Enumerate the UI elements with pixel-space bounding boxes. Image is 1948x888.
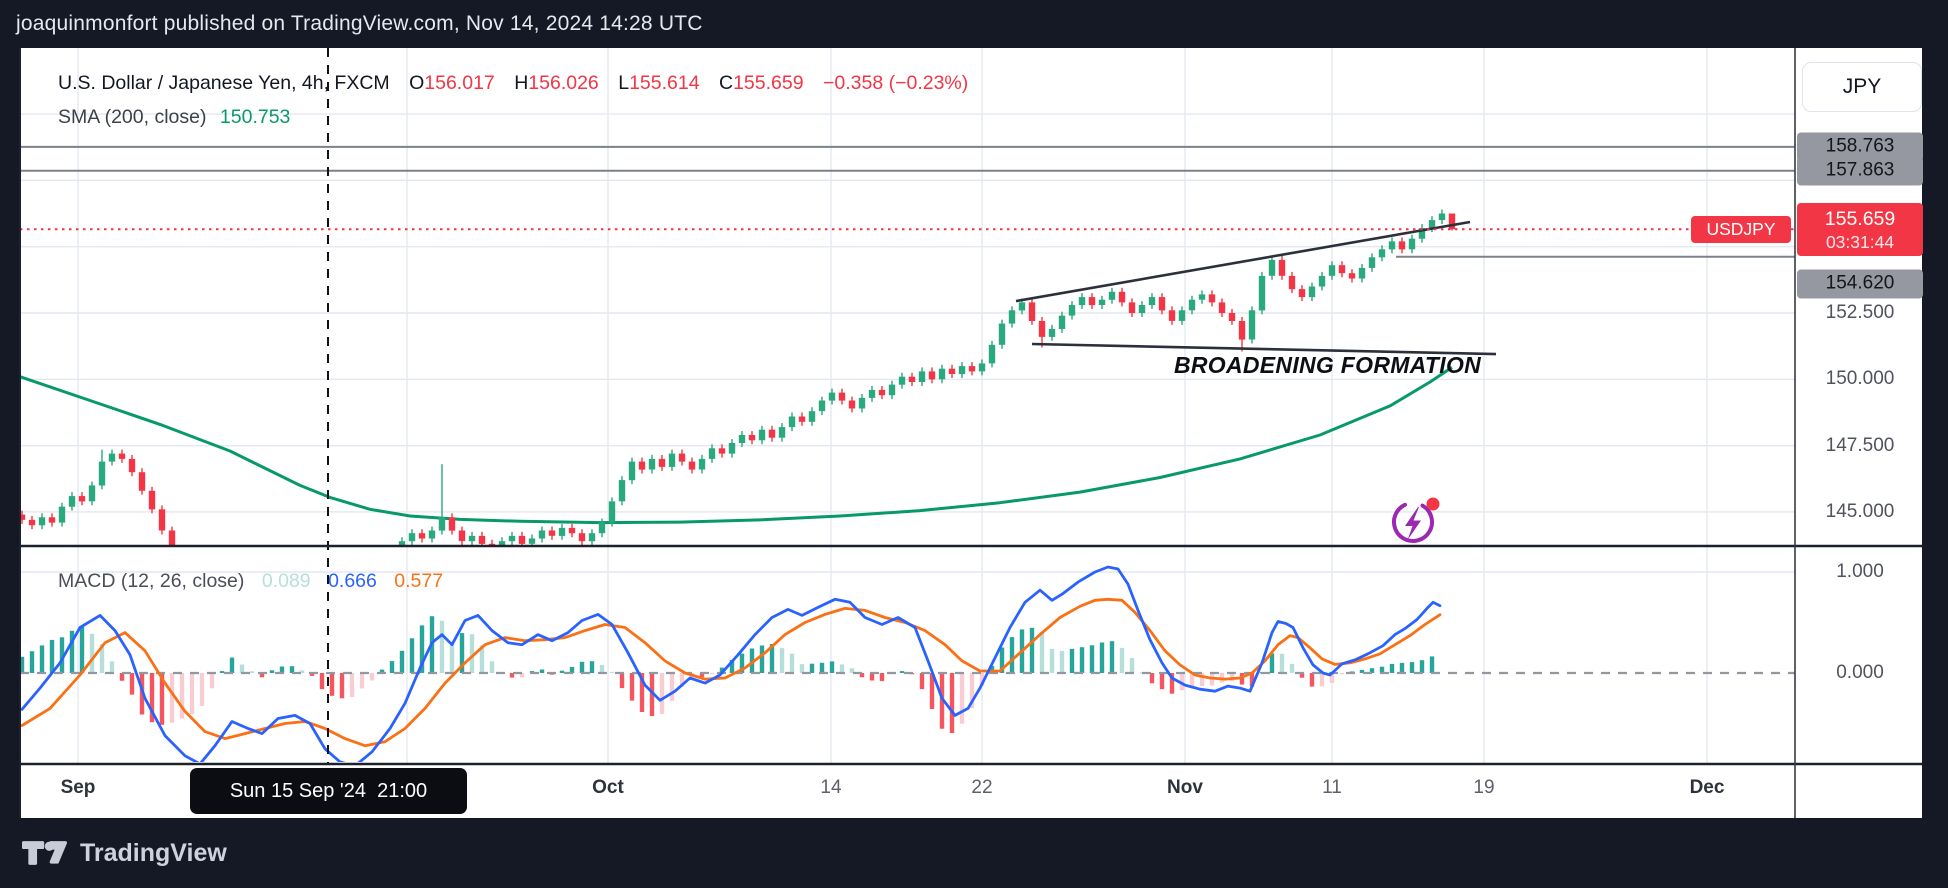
open-value: 156.017 [424, 72, 495, 94]
change-value: −0.358 (−0.23%) [823, 72, 969, 94]
crosshair-time-tooltip: Sun 15 Sep '24 21:00 [190, 768, 467, 814]
brand-name[interactable]: TradingView [80, 838, 227, 867]
last-price-symbol-flag[interactable]: USDJPY [1691, 216, 1791, 243]
time-tick-14[interactable]: 14 [820, 777, 842, 798]
high-value: 156.026 [528, 72, 599, 94]
macd-hist-value: 0.089 [261, 570, 311, 592]
level-badge-157.863: 157.863 [1797, 156, 1923, 186]
time-tick-22[interactable]: 22 [971, 777, 993, 798]
bar-countdown: 03:31:44 [1825, 232, 1895, 252]
sma-legend-row[interactable]: SMA (200, close) 150.753 [58, 106, 290, 129]
macd-signal-value: 0.577 [394, 570, 444, 592]
price-tick-147.500: 147.500 [1825, 434, 1895, 456]
time-tick-Nov[interactable]: Nov [1167, 777, 1203, 798]
currency-toggle-button[interactable]: JPY [1802, 62, 1922, 112]
low-label: L [618, 72, 630, 94]
close-value: 155.659 [733, 72, 804, 94]
time-tick-11[interactable]: 11 [1322, 777, 1342, 798]
tradingview-logo-icon[interactable] [22, 839, 68, 867]
symbol-legend-row[interactable]: U.S. Dollar / Japanese Yen, 4h, FXCM O15… [58, 72, 968, 95]
price-tick-150.000: 150.000 [1825, 368, 1895, 390]
last-price-axis-badge[interactable]: 155.659 03:31:44 [1797, 203, 1923, 256]
macd-line-value: 0.666 [328, 570, 377, 592]
price-tick-152.500: 152.500 [1825, 302, 1895, 323]
time-tick-Sep[interactable]: Sep [60, 777, 96, 798]
open-label: O [409, 72, 425, 94]
published-line: joaquinmonfort published on TradingView.… [16, 12, 703, 35]
last-price-value: 155.659 [1824, 208, 1896, 230]
macd-tick-1.000: 1.000 [1836, 561, 1884, 582]
close-label: C [718, 72, 734, 94]
high-label: H [514, 72, 529, 94]
trendline-lower [1031, 342, 1497, 356]
time-tick-19[interactable]: 19 [1473, 777, 1495, 798]
symbol-title: U.S. Dollar / Japanese Yen, 4h, FXCM [58, 72, 390, 94]
price-tick-145.000: 145.000 [1825, 500, 1895, 522]
candlestick-series [20, 209, 1456, 545]
macd-legend-row[interactable]: MACD (12, 26, close) 0.089 0.666 0.577 [58, 570, 443, 593]
low-value: 155.614 [629, 72, 700, 94]
sma-label: SMA (200, close) [58, 106, 207, 128]
macd-histogram [20, 616, 1435, 734]
time-tick-Dec[interactable]: Dec [1689, 777, 1725, 798]
sma-value: 150.753 [219, 106, 291, 128]
sma-line [20, 366, 1453, 525]
broadening-formation-annotation[interactable]: BROADENING FORMATION [1173, 352, 1482, 378]
macd-tick-0.000: 0.000 [1836, 662, 1884, 683]
level-badge-154.620: 154.620 [1797, 269, 1923, 299]
macd-label: MACD (12, 26, close) [58, 570, 245, 592]
time-tick-Oct[interactable]: Oct [592, 777, 624, 798]
ideas-lightning-icon[interactable] [1387, 496, 1440, 548]
trendline-upper [1015, 220, 1471, 303]
macd-main-line [20, 565, 1442, 762]
footer-bar: TradingView [0, 818, 1948, 888]
